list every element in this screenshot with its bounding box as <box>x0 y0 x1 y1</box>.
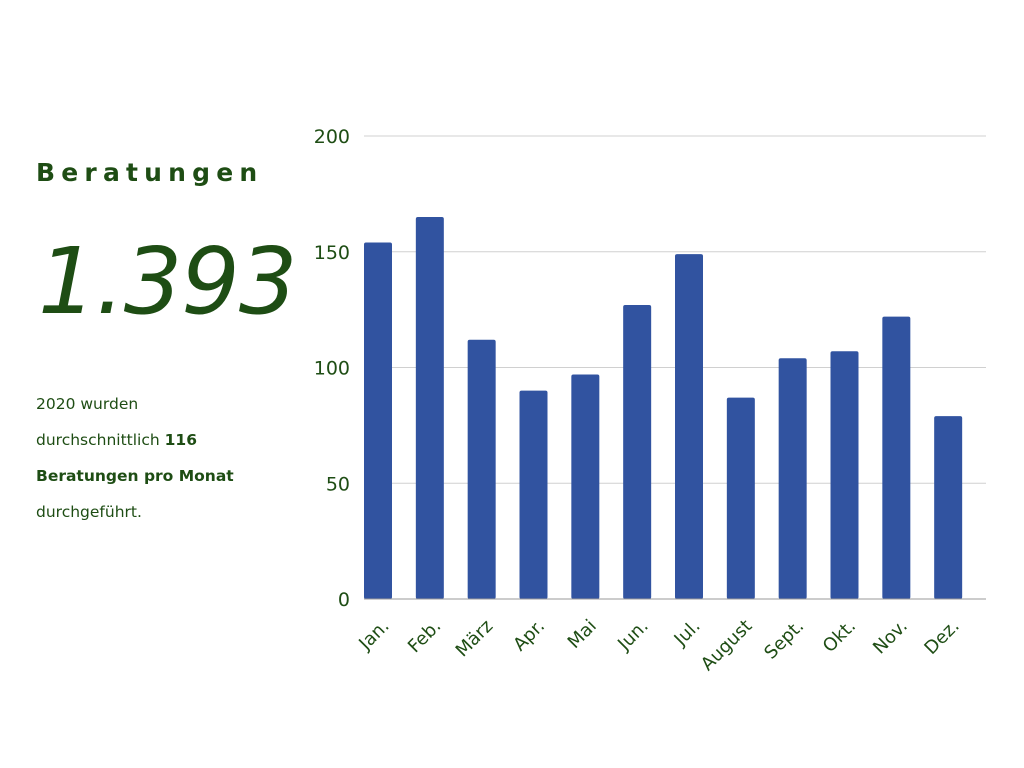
bar-9 <box>778 358 807 599</box>
bar-12 <box>934 416 963 599</box>
bar-2 <box>415 217 444 599</box>
x-axis-tick-labels: Jan. Feb. März Apr. Mai Jun. Jul.August Sept. Ok… <box>354 616 963 675</box>
summary-heading: Beratungen <box>36 158 264 187</box>
x-tick-label: Mai <box>564 616 601 653</box>
bar-8 <box>726 397 755 599</box>
x-tick-label: Dez. <box>920 616 963 659</box>
x-tick-label: Sept. <box>760 616 808 664</box>
x-tick-label: Jun. <box>613 616 652 655</box>
total-consultations: 1.393 <box>38 228 297 335</box>
y-tick-label: 200 <box>314 126 350 148</box>
summary-line-3: Beratungen pro Monat <box>36 458 266 494</box>
summary-line-2-prefix: durchschnittlich <box>36 431 165 449</box>
x-tick-label: Okt. <box>819 616 860 657</box>
y-tick-label: 100 <box>314 358 350 380</box>
bar-4 <box>519 390 548 599</box>
bar-10 <box>830 351 859 599</box>
bar-3 <box>467 339 496 599</box>
x-tick-label: März <box>452 616 498 662</box>
x-tick-label: August <box>697 616 756 675</box>
bar-1 <box>364 242 392 600</box>
bar-7 <box>675 254 703 599</box>
summary-description: 2020 wurden durchschnittlich 116 Beratun… <box>36 386 266 530</box>
y-tick-label: 50 <box>326 473 350 495</box>
bar-6 <box>623 304 652 599</box>
x-tick-label: Jul. <box>670 616 705 651</box>
summary-line-4: durchgeführt. <box>36 503 142 521</box>
x-tick-label: Jan. <box>354 616 393 655</box>
monthly-average: 116 <box>164 431 197 449</box>
x-tick-label: Nov. <box>869 616 912 659</box>
y-axis-tick-labels: 0 50 100 150 200 <box>314 126 350 611</box>
y-tick-label: 0 <box>338 589 350 611</box>
summary-line-2: durchschnittlich 116 <box>36 422 266 458</box>
x-tick-label: Apr. <box>509 616 549 656</box>
bars <box>364 217 963 600</box>
bar-11 <box>882 316 911 599</box>
bar-5 <box>571 374 600 599</box>
y-tick-label: 150 <box>314 242 350 264</box>
summary-line-3-bold: Beratungen pro Monat <box>36 467 234 485</box>
summary-line-1: 2020 wurden <box>36 395 139 413</box>
x-tick-label: Feb. <box>404 616 445 657</box>
